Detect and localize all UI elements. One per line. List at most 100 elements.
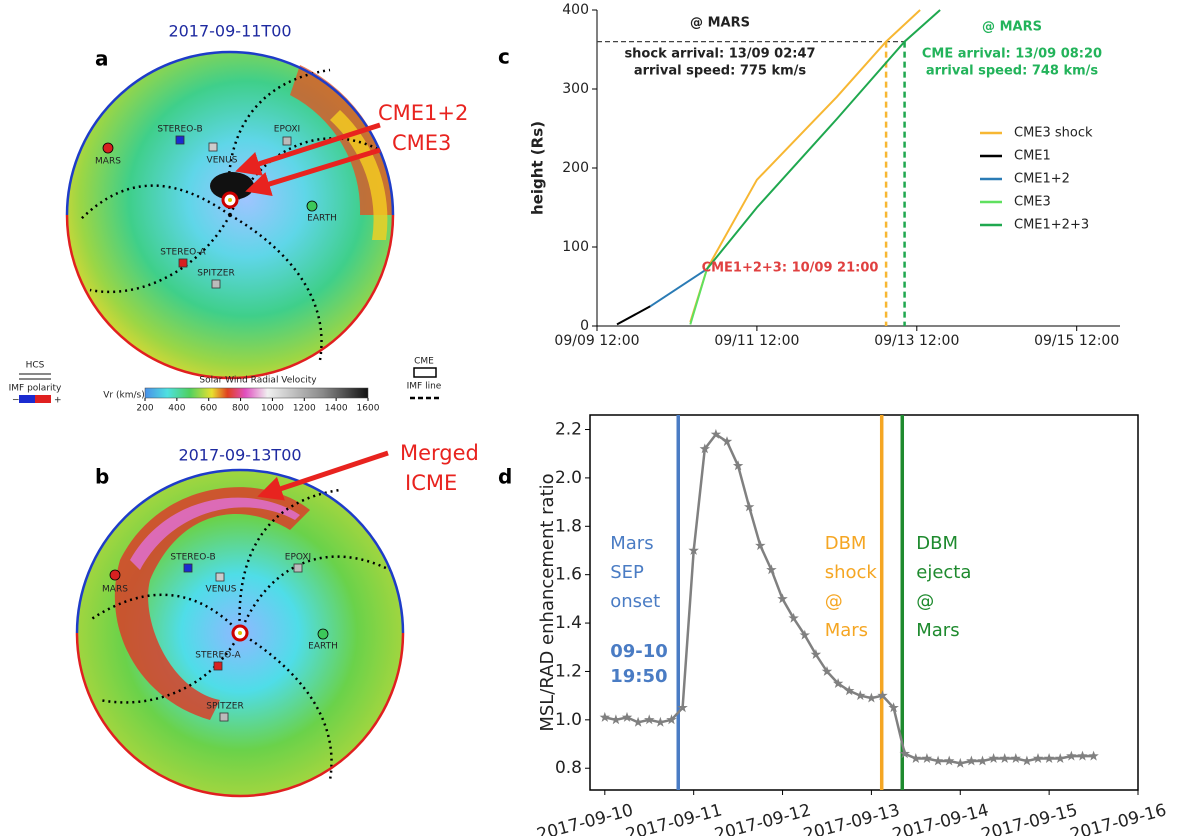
colorbar-label: Vr (km/s) bbox=[103, 391, 144, 401]
data-point bbox=[988, 753, 999, 763]
body-label: STEREO-B bbox=[157, 125, 202, 135]
body-marker bbox=[282, 136, 292, 146]
annotation: ICME bbox=[405, 471, 457, 495]
data-point bbox=[932, 755, 944, 766]
data-point bbox=[1010, 753, 1021, 763]
data-point bbox=[999, 753, 1010, 763]
data-point bbox=[666, 714, 677, 725]
data-point bbox=[632, 716, 644, 727]
body-label: SPITZER bbox=[206, 702, 243, 712]
legend-swatch bbox=[19, 378, 51, 380]
y-tick-label: 300 bbox=[562, 81, 589, 97]
x-tick-label: 09/15 12:00 bbox=[1034, 333, 1119, 349]
annotation: @ MARS bbox=[690, 16, 750, 31]
series-line bbox=[616, 305, 651, 326]
data-point bbox=[721, 436, 733, 447]
data-point bbox=[844, 685, 855, 696]
data-point bbox=[855, 690, 866, 701]
y-tick-label: 2.0 bbox=[555, 468, 582, 488]
event-label: Mars bbox=[610, 533, 653, 554]
x-tick-label: 2017-09-10 bbox=[535, 800, 636, 836]
data-point bbox=[1077, 750, 1088, 761]
event-label: DBM bbox=[825, 533, 867, 554]
body-label: STEREO-A bbox=[160, 248, 206, 258]
legend-label: − bbox=[12, 396, 20, 406]
legend-swatch bbox=[413, 367, 437, 378]
data-point bbox=[832, 678, 844, 688]
panel-label: a bbox=[95, 47, 109, 71]
data-point bbox=[910, 753, 922, 763]
body-marker bbox=[306, 200, 318, 212]
y-axis-label: MSL/RAD enhancement ratio bbox=[537, 473, 558, 731]
annotation: arrival speed: 775 km/s bbox=[634, 64, 807, 79]
simulation-b bbox=[75, 450, 405, 798]
data-point bbox=[755, 540, 766, 551]
data-point bbox=[777, 593, 788, 604]
body-marker bbox=[208, 142, 218, 152]
data-point bbox=[866, 692, 877, 703]
colorbar-tick-label: 1600 bbox=[357, 404, 380, 414]
data-point bbox=[966, 755, 977, 766]
data-point bbox=[877, 690, 888, 701]
legend-swatch bbox=[35, 395, 51, 403]
y-tick-label: 1.6 bbox=[555, 565, 582, 585]
annotation: arrival speed: 748 km/s bbox=[926, 64, 1099, 79]
event-label: shock bbox=[825, 562, 878, 583]
y-tick-label: 1.0 bbox=[555, 710, 582, 730]
y-tick-label: 1.4 bbox=[555, 613, 582, 633]
body-marker bbox=[293, 563, 303, 573]
annotation: shock arrival: 13/09 02:47 bbox=[624, 47, 815, 62]
colorbar-tick-label: 200 bbox=[136, 404, 153, 414]
y-tick-label: 100 bbox=[562, 239, 589, 255]
body-label: STEREO-A bbox=[195, 651, 241, 661]
legend-label: CME3 bbox=[1014, 195, 1051, 210]
data-point bbox=[955, 757, 966, 768]
data-point bbox=[921, 753, 933, 763]
data-point bbox=[732, 460, 744, 471]
body-label: EPOXI bbox=[274, 125, 300, 135]
legend-label: IMF polarity bbox=[9, 384, 62, 394]
data-point bbox=[821, 666, 833, 676]
x-tick-label: 2017-09-16 bbox=[1068, 800, 1169, 836]
body-marker bbox=[109, 569, 121, 581]
legend-label: HCS bbox=[26, 361, 45, 371]
data-point bbox=[599, 711, 610, 722]
panel-label: b bbox=[95, 465, 109, 489]
legend-label: CME1 bbox=[1014, 149, 1051, 164]
annotation: @ MARS bbox=[982, 20, 1042, 35]
data-point bbox=[799, 629, 810, 640]
legend-label: CME1+2 bbox=[1014, 172, 1070, 187]
body-marker bbox=[175, 135, 185, 145]
data-point bbox=[977, 755, 988, 766]
body-label: MARS bbox=[95, 157, 121, 167]
legend-swatch bbox=[19, 373, 51, 375]
annotation: CME1+2+3: 10/09 21:00 bbox=[702, 261, 879, 276]
event-label: Mars bbox=[825, 620, 868, 641]
x-tick-label: 2017-09-15 bbox=[979, 800, 1080, 836]
data-point bbox=[1032, 753, 1044, 763]
event-label: SEP bbox=[610, 562, 644, 583]
legend-label: CME1+2+3 bbox=[1014, 218, 1089, 233]
data-point bbox=[1088, 750, 1099, 761]
event-label: @ bbox=[825, 591, 843, 612]
legend-label: IMF line bbox=[407, 382, 442, 392]
y-tick-label: 200 bbox=[562, 160, 589, 176]
data-point bbox=[1066, 750, 1077, 761]
legend-swatch bbox=[19, 395, 35, 403]
event-label: onset bbox=[610, 591, 660, 612]
data-point bbox=[1021, 755, 1033, 766]
x-tick-label: 2017-09-13 bbox=[801, 800, 902, 836]
body-marker bbox=[183, 563, 193, 573]
event-label: ejecta bbox=[916, 562, 971, 583]
colorbar-tick-label: 800 bbox=[232, 404, 249, 414]
event-label: Mars bbox=[916, 620, 959, 641]
body-marker bbox=[213, 661, 223, 671]
x-tick-label: 2017-09-12 bbox=[713, 800, 814, 836]
legend-label: CME bbox=[414, 357, 434, 367]
colorbar-tick-label: 1400 bbox=[325, 404, 348, 414]
simulation-a bbox=[65, 50, 395, 380]
x-tick-label: 2017-09-14 bbox=[890, 800, 991, 836]
data-point bbox=[899, 748, 910, 759]
series-line bbox=[706, 9, 941, 270]
y-tick-label: 0.8 bbox=[555, 758, 582, 778]
